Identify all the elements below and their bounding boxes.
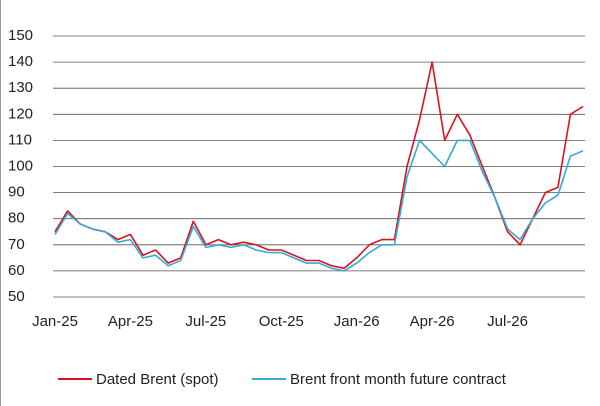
y-tick-label: 140 <box>8 53 33 70</box>
x-tick-label: Jan-25 <box>32 313 78 330</box>
y-tick-label: 80 <box>8 210 25 227</box>
y-tick-label: 50 <box>8 288 25 305</box>
x-tick-label: Jul-25 <box>185 313 226 330</box>
y-tick-label: 90 <box>8 184 25 201</box>
y-tick-label: 150 <box>8 27 33 44</box>
x-tick-label: Oct-25 <box>259 313 304 330</box>
x-tick-label: Apr-26 <box>410 313 455 330</box>
x-tick-label: Jan-26 <box>334 313 380 330</box>
legend-label: Brent front month future contract <box>290 371 507 388</box>
x-tick-label: Jul-26 <box>487 313 528 330</box>
y-tick-label: 60 <box>8 262 25 279</box>
x-tick-label: Apr-25 <box>108 313 153 330</box>
y-tick-label: 120 <box>8 105 33 122</box>
series-line <box>54 61 584 270</box>
series-line <box>54 139 584 272</box>
y-tick-label: 130 <box>8 79 33 96</box>
y-tick-label: 110 <box>8 131 32 148</box>
y-tick-label: 70 <box>8 236 25 253</box>
y-tick-label: 100 <box>8 157 33 174</box>
legend-label: Dated Brent (spot) <box>96 371 219 388</box>
